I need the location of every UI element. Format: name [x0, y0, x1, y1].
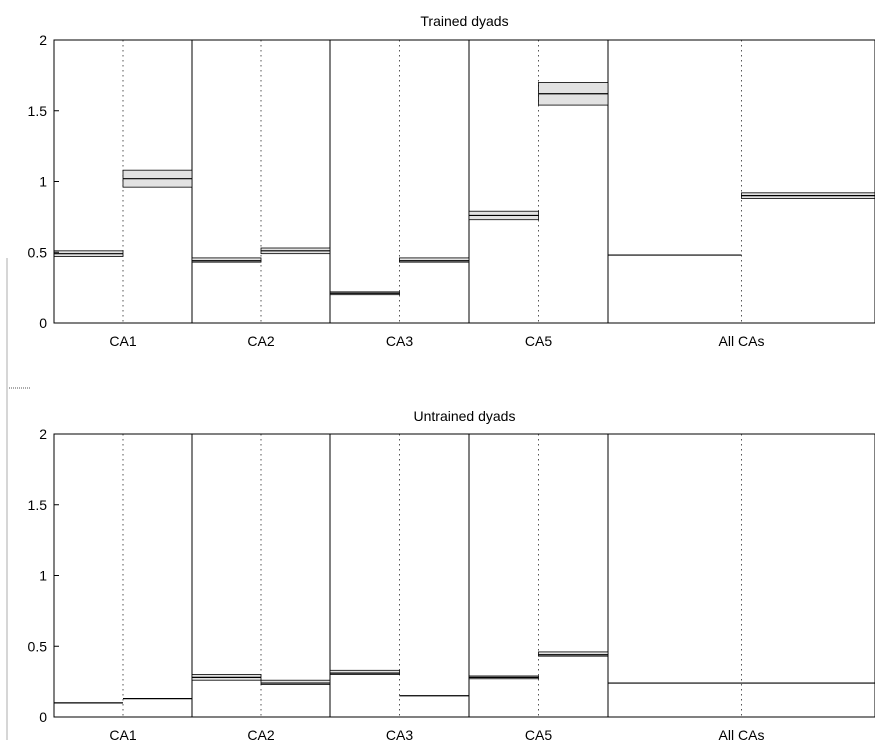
y-tick-label: 1.5: [28, 497, 48, 513]
chart-title: Untrained dyads: [414, 408, 516, 424]
y-tick-label: 0: [39, 709, 47, 725]
category-label: All CAs: [719, 333, 765, 349]
y-tick-label: 2: [39, 32, 47, 48]
category-label: CA2: [247, 727, 274, 743]
chart-panel: Untrained dyads 0 0.5 1 1.5 2 CA1 CA2 CA3 CA5 All …: [28, 408, 875, 743]
category-label: All CAs: [719, 727, 765, 743]
ci-band: [191, 257, 262, 263]
chart-title: Trained dyads: [420, 13, 508, 29]
category-label: CA3: [386, 333, 413, 349]
ci-band: [399, 257, 470, 263]
ci-band: [260, 679, 331, 685]
y-tick-label: 2: [39, 426, 47, 442]
category-label: CA5: [525, 727, 552, 743]
ci-band: [538, 651, 609, 657]
category-label: CA2: [247, 333, 274, 349]
ci-band: [329, 669, 400, 675]
y-tick-label: 1: [39, 174, 47, 190]
y-tick-label: 1: [39, 568, 47, 584]
y-tick-label: 0.5: [28, 244, 48, 260]
y-tick-label: 0.5: [28, 638, 48, 654]
category-label: CA5: [525, 333, 552, 349]
category-label: CA1: [109, 727, 136, 743]
category-label: CA1: [109, 333, 136, 349]
chart-panel: Trained dyads 0 0.5 1 1.5 2 CA1 CA2 CA3 CA5 All CA…: [28, 13, 875, 349]
y-tick-label: 1.5: [28, 103, 48, 119]
y-tick-label: 0: [39, 315, 47, 331]
category-label: CA3: [386, 727, 413, 743]
axes-box: [53, 433, 875, 718]
